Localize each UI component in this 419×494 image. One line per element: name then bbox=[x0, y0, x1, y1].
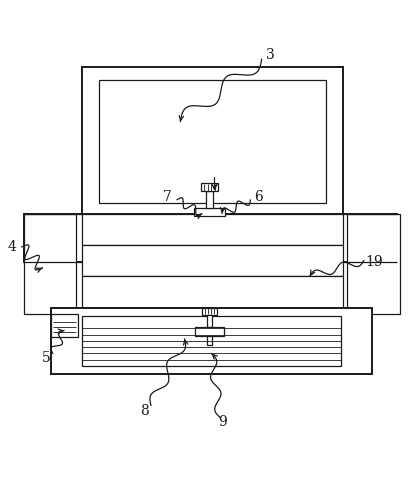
Bar bbox=[206, 192, 213, 208]
Bar bbox=[194, 208, 225, 216]
Bar bbox=[195, 327, 224, 336]
Text: 3: 3 bbox=[266, 48, 274, 62]
Bar bbox=[202, 308, 217, 315]
Bar bbox=[82, 67, 343, 216]
Bar bbox=[82, 276, 343, 308]
Bar bbox=[347, 213, 399, 314]
Bar bbox=[51, 314, 78, 337]
Text: 7: 7 bbox=[163, 190, 172, 204]
Text: 4: 4 bbox=[8, 240, 17, 254]
Bar bbox=[201, 183, 218, 192]
Bar bbox=[82, 245, 343, 276]
Bar bbox=[207, 315, 212, 327]
Bar bbox=[51, 308, 372, 374]
Bar bbox=[23, 213, 76, 314]
Text: 6: 6 bbox=[254, 190, 263, 204]
Text: 8: 8 bbox=[140, 404, 149, 418]
Bar bbox=[82, 316, 341, 366]
Text: 19: 19 bbox=[366, 254, 383, 269]
Bar bbox=[82, 213, 343, 245]
Text: 9: 9 bbox=[217, 415, 226, 429]
Bar bbox=[99, 80, 326, 203]
Text: 5: 5 bbox=[41, 351, 50, 365]
Bar bbox=[207, 336, 212, 345]
Bar bbox=[23, 213, 398, 262]
